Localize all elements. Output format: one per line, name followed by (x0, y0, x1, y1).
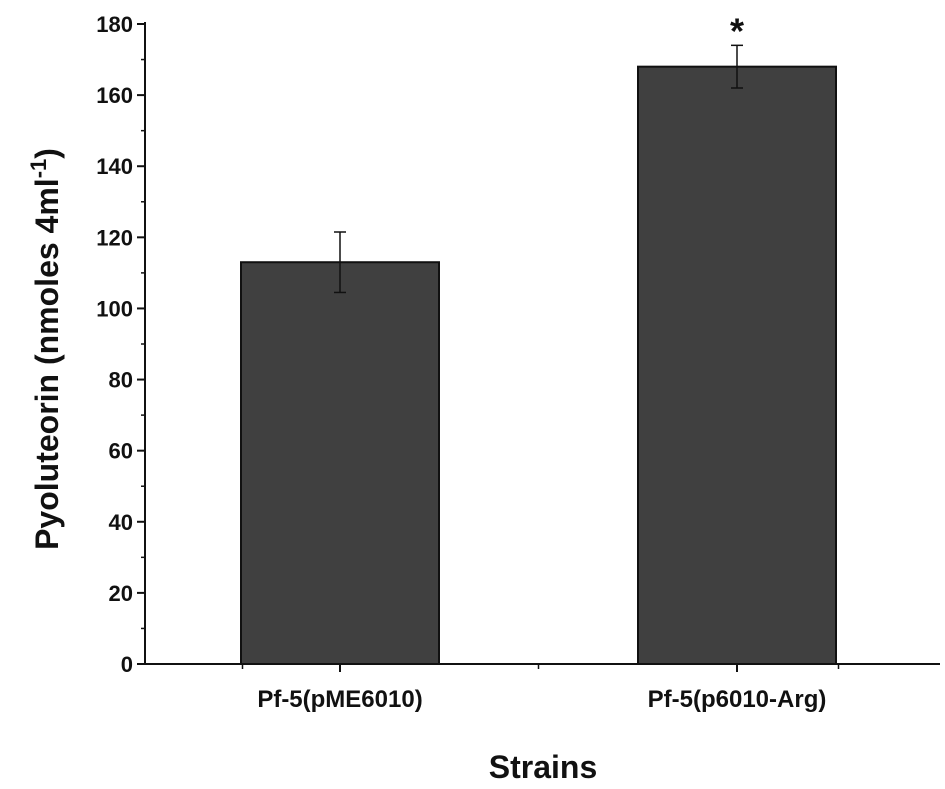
y-axis-title: Pyoluteorin (nmoles 4ml-1) (26, 148, 65, 550)
y-tick-label-60: 60 (109, 439, 133, 464)
y-tick-label-80: 80 (109, 368, 133, 393)
y-tick-label-20: 20 (109, 581, 133, 606)
y-axis-title-main: Pyoluteorin (nmoles 4ml (29, 178, 65, 550)
y-axis-title-superscript: -1 (26, 159, 51, 179)
y-tick-label-120: 120 (96, 225, 133, 250)
plot-area: * 0 20 40 60 80 100 120 140 160 180 Pf-5(pME6010) Pf… (96, 10, 940, 713)
y-axis-title-close: ) (29, 148, 65, 159)
significance-marker-2: * (730, 10, 744, 51)
bar-1 (240, 261, 440, 665)
x-tick-label-1: Pf-5(pME6010) (257, 686, 422, 713)
y-tick-label-100: 100 (96, 296, 133, 321)
y-tick-label-160: 160 (96, 83, 133, 108)
x-axis-title: Strains (489, 749, 597, 785)
y-tick-label-0: 0 (121, 652, 133, 677)
y-tick-label-40: 40 (109, 510, 133, 535)
x-tick-label-2: Pf-5(p6010-Arg) (648, 686, 827, 713)
bar-2 (637, 65, 837, 665)
y-tick-label-140: 140 (96, 154, 133, 179)
y-tick-label-180: 180 (96, 12, 133, 37)
